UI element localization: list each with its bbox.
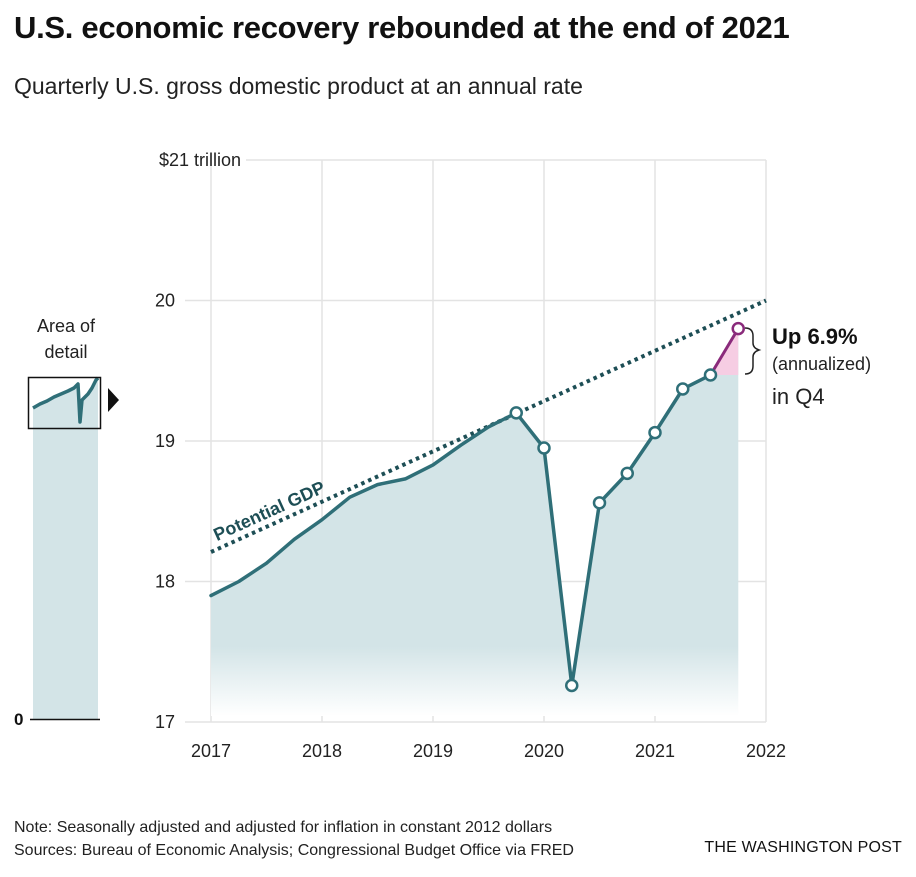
footer: Note: Seasonally adjusted and adjusted f… [14, 816, 574, 862]
inset-zero-label: 0 [14, 710, 23, 729]
annotation-brace [744, 327, 762, 375]
y-tick-label: 18 [155, 572, 175, 592]
annotation-up-value: Up 6.9% [772, 324, 858, 349]
chart-subtitle: Quarterly U.S. gross domestic product at… [14, 73, 583, 99]
annotation-annualized: (annualized) [772, 354, 871, 374]
gdp-area [211, 328, 739, 716]
y-tick-label: 20 [155, 291, 175, 311]
gdp-marker [509, 406, 523, 420]
gdp-marker [537, 441, 551, 455]
gdp-marker [565, 678, 579, 693]
q4-increase-line [709, 327, 740, 377]
inset-pointer-icon [108, 388, 119, 412]
inset-detail-box [27, 376, 102, 430]
gdp-marker [703, 368, 718, 382]
y-tick-label: 19 [155, 431, 175, 451]
inset-area [33, 378, 98, 719]
x-tick-labels: 2017 2018 2019 2020 2021 2022 [191, 741, 786, 761]
gdp-marker [620, 466, 634, 481]
y-tick-label: $21 trillion [159, 150, 241, 170]
y-tick-label: 17 [155, 712, 175, 732]
gdp-marker [648, 425, 662, 440]
inset-label-line2: detail [44, 342, 87, 362]
gdp-marker-highlight [731, 321, 745, 336]
inset-line [32, 376, 100, 424]
y-tick-labels: $21 trillion 20 19 18 17 [155, 150, 241, 732]
inset-panel: Area of detail 0 [14, 316, 119, 729]
gdp-marker [592, 496, 607, 510]
x-tick-label: 2021 [635, 741, 675, 761]
chart-title: U.S. economic recovery rebounded at the … [14, 10, 790, 45]
x-tick-label: 2020 [524, 741, 564, 761]
sources: Sources: Bureau of Economic Analysis; Co… [14, 842, 574, 859]
gdp-marker [676, 382, 690, 396]
x-tick-label: 2019 [413, 741, 453, 761]
publisher-credit: THE WASHINGTON POST [704, 839, 902, 856]
x-tick-label: 2017 [191, 741, 231, 761]
footnote: Note: Seasonally adjusted and adjusted f… [14, 819, 553, 836]
gdp-markers [509, 321, 745, 693]
x-tick-label: 2018 [302, 741, 342, 761]
annotation-period: in Q4 [772, 384, 825, 409]
inset-label-line1: Area of [37, 316, 96, 336]
x-tick-label: 2022 [746, 741, 786, 761]
